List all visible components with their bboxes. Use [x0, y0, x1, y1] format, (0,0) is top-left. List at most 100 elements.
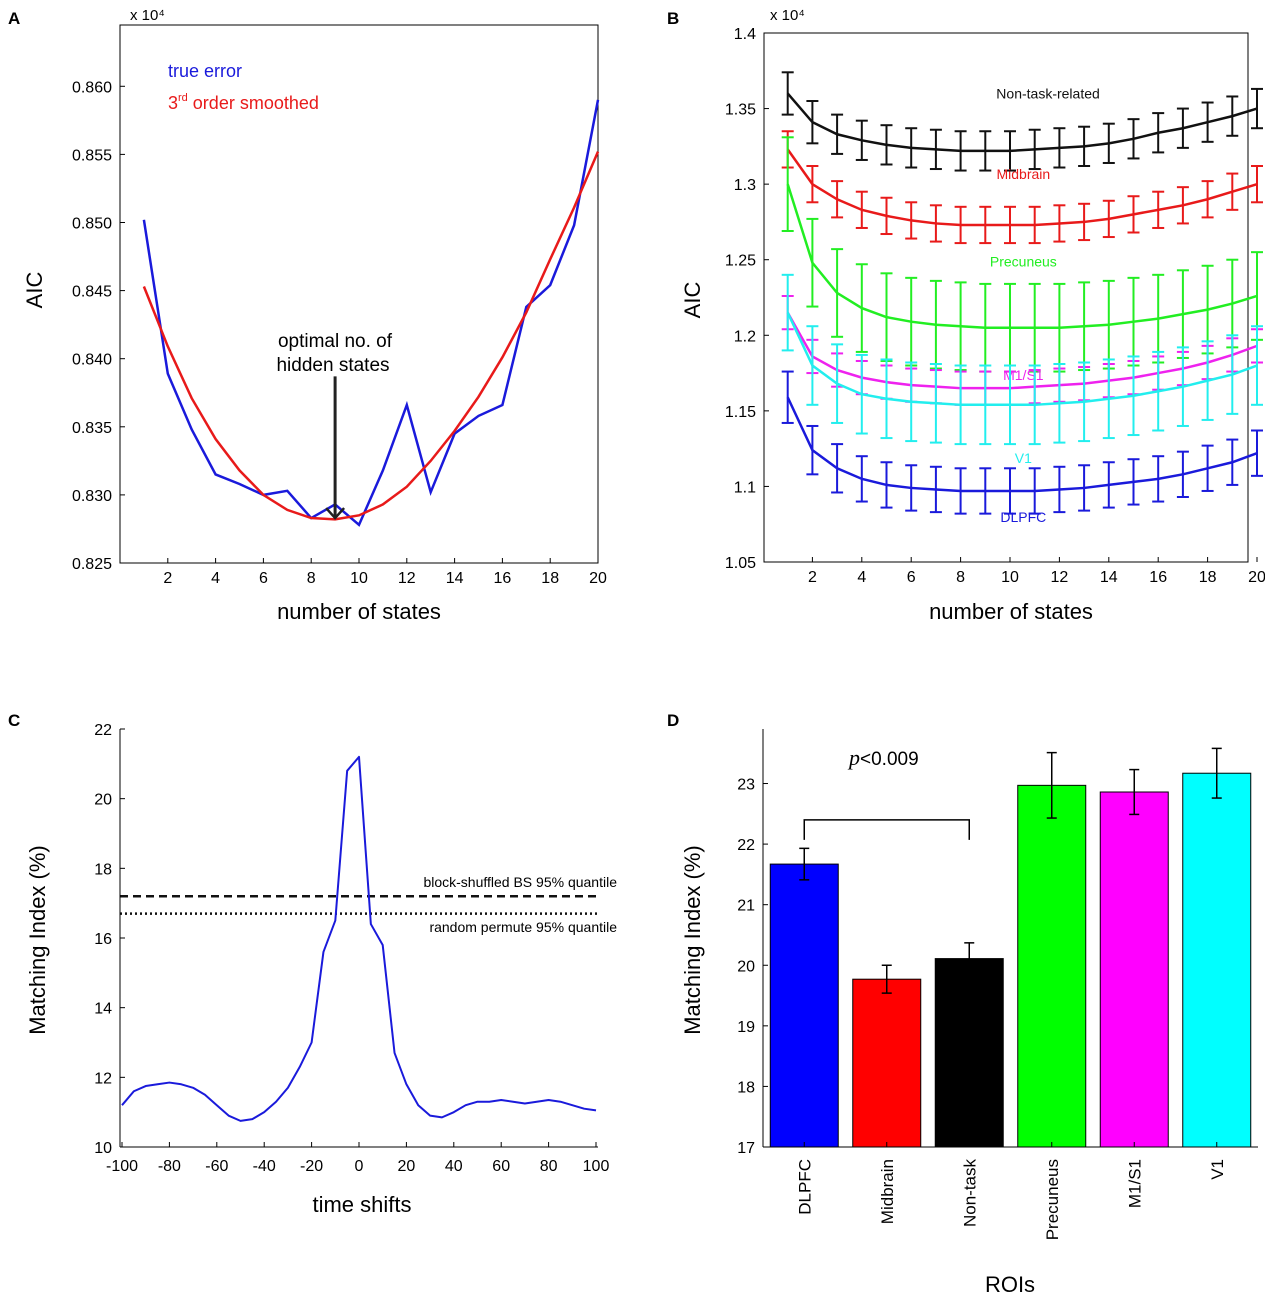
panel-b-series-v1 — [786, 312, 1258, 407]
panel-b-ytick-label: 1.3 — [734, 177, 756, 194]
panel-b-xtick-label: 8 — [956, 569, 965, 586]
panel-b-xtick-label: 10 — [1001, 569, 1019, 586]
panel-d-xtick-label-precuneus: Precuneus — [1043, 1159, 1062, 1240]
panel-c-xtick-label: -20 — [300, 1158, 323, 1175]
panel-d-xtick-label-non-task: Non-task — [960, 1159, 979, 1228]
panel-d-ytick-label: 18 — [737, 1079, 755, 1096]
panel-c-xtick-label: 60 — [492, 1158, 510, 1175]
panel-a-xtick-label: 8 — [307, 570, 316, 587]
panel-c-xtick-label: 20 — [398, 1158, 416, 1175]
panel-b-ytick-label: 1.25 — [725, 253, 756, 270]
panel-letter-d: D — [667, 711, 679, 730]
panel-letter-c: C — [8, 711, 20, 730]
panel-c-threshold-label-2: random permute 95% quantile — [429, 919, 617, 935]
panel-d-ylabel: Matching Index (%) — [680, 845, 705, 1035]
panel-c-ytick-label: 18 — [94, 861, 112, 878]
panel-a-ytick-label: 0.860 — [72, 79, 112, 96]
panel-b-series-label-non-task-related: Non-task-related — [996, 86, 1100, 102]
panel-a-legend-true-error: true error — [168, 61, 242, 81]
panel-d-bar-v1 — [1182, 772, 1252, 1148]
panel-c-xtick-label: 40 — [445, 1158, 463, 1175]
panel-c-ytick-label: 22 — [94, 722, 112, 739]
panel-d-ytick-label: 17 — [737, 1140, 755, 1157]
panel-a-xtick-label: 6 — [259, 570, 268, 587]
panel-b-ytick-label: 1.1 — [734, 479, 756, 496]
panel-a-xtick-label: 2 — [163, 570, 172, 587]
panel-c-threshold-label-1: block-shuffled BS 95% quantile — [423, 874, 617, 890]
panel-b-ytick-label: 1.4 — [734, 26, 756, 43]
panel-letter-a: A — [8, 9, 20, 28]
panel-c-series-matching-index — [121, 755, 597, 1122]
panel-d-ytick-label: 22 — [737, 837, 755, 854]
panel-a-chart: 2 4 6 8 10 12 14 16 18 20 0.825 0.830 0.835 0.840 0.84… — [22, 7, 607, 624]
panel-a-optimal-arrow — [325, 376, 346, 520]
panel-c-xtick-label: 100 — [583, 1158, 610, 1175]
panel-c-ytick-label: 20 — [94, 792, 112, 809]
panel-c-ytick-label: 14 — [94, 1001, 112, 1018]
panel-a-ytick-label: 0.835 — [72, 420, 112, 437]
panel-d-bar-m1-s1 — [1099, 791, 1169, 1148]
panel-a-xtick-label: 12 — [398, 570, 416, 587]
panel-c-xtick-label: -80 — [158, 1158, 181, 1175]
panel-d-bar-non-task — [934, 958, 1004, 1148]
panel-b-series-precuneus — [786, 183, 1258, 329]
panel-a-legend-smoothed: 3rd order smoothed — [168, 92, 319, 113]
panel-b-chart: 2 4 6 8 10 12 14 16 18 20 1.05 1.1 1.15 1.2 1.25 1.3 1.3… — [680, 7, 1265, 624]
panel-a-series-true-error — [142, 99, 600, 527]
panel-b-ytick-label: 1.15 — [725, 404, 756, 421]
panel-c-xtick-label: 0 — [355, 1158, 364, 1175]
panel-b-series-non-task-related — [786, 92, 1258, 153]
panel-b-series-dlpfc — [786, 396, 1258, 493]
panel-d-bar-dlpfc — [769, 863, 839, 1148]
panel-letter-b: B — [667, 9, 679, 28]
panel-d-ytick-label: 19 — [737, 1019, 755, 1036]
panel-a-ylabel: AIC — [22, 272, 47, 309]
panel-b-xtick-label: 20 — [1248, 569, 1265, 586]
panel-b-series-label-dlpfc: DLPFC — [1000, 509, 1046, 525]
panel-a-annotation-line1: optimal no. of — [278, 331, 393, 352]
panel-b-xtick-label: 6 — [907, 569, 916, 586]
panel-b-multiplier: x 10⁴ — [770, 7, 805, 24]
panel-d-xlabel: ROIs — [985, 1272, 1035, 1297]
panel-d-bracket-line — [803, 819, 970, 840]
panel-c-ytick-label: 12 — [94, 1070, 112, 1087]
panel-a-ytick-label: 0.845 — [72, 284, 112, 301]
panel-c-chart: -100 -80 -60 -40 -20 0 20 40 60 80 100 10 12 14 16 18 20… — [25, 722, 617, 1217]
panel-a-ytick-label: 0.850 — [72, 215, 112, 232]
panel-c-xtick-label: -60 — [205, 1158, 228, 1175]
panel-a-ytick-label: 0.825 — [72, 556, 112, 573]
panel-b-ytick-label: 1.35 — [725, 102, 756, 119]
panel-d-chart: 17 18 19 20 21 22 23 DLPFC Midbrain Non-task Prec… — [680, 729, 1258, 1297]
panel-d-ytick-label: 21 — [737, 898, 755, 915]
panel-b-xlabel: number of states — [929, 599, 1093, 624]
panel-b-xtick-label: 18 — [1199, 569, 1217, 586]
panel-c-ylabel: Matching Index (%) — [25, 845, 50, 1035]
panel-a-xtick-label: 10 — [350, 570, 368, 587]
panel-a-xlabel: number of states — [277, 599, 441, 624]
panel-d-xtick-label-midbrain: Midbrain — [878, 1159, 897, 1224]
panel-a-ytick-label: 0.855 — [72, 147, 112, 164]
panel-c-xlabel: time shifts — [312, 1192, 411, 1217]
panel-b-xtick-label: 14 — [1100, 569, 1118, 586]
panel-a-annotation-line2: hidden states — [276, 355, 389, 376]
panel-c-ytick-label: 16 — [94, 931, 112, 948]
panel-d-ytick-label: 23 — [737, 777, 755, 794]
panel-b-series-label-precuneus: Precuneus — [990, 254, 1057, 270]
panel-d-ytick-label: 20 — [737, 958, 755, 975]
panel-c-xtick-label: -100 — [106, 1158, 138, 1175]
panel-a-xtick-label: 4 — [211, 570, 220, 587]
panel-c-xtick-label: -40 — [253, 1158, 276, 1175]
panel-b-series-m1-s1 — [786, 312, 1258, 390]
panel-b-xtick-label: 16 — [1149, 569, 1167, 586]
panel-a-xtick-label: 18 — [541, 570, 559, 587]
panel-a-series-smoothed — [142, 151, 600, 521]
panel-b-ytick-label: 1.05 — [725, 555, 756, 572]
panel-d-bar-midbrain — [852, 978, 922, 1148]
panel-d-significance-bracket — [803, 819, 970, 840]
panel-b-series-label-v1: V1 — [1015, 450, 1032, 466]
panel-c-xtick-label: 80 — [540, 1158, 558, 1175]
panel-b-series-label-midbrain: Midbrain — [996, 166, 1050, 182]
panel-a-xtick-label: 20 — [589, 570, 607, 587]
panel-c-ytick-label: 10 — [94, 1140, 112, 1157]
